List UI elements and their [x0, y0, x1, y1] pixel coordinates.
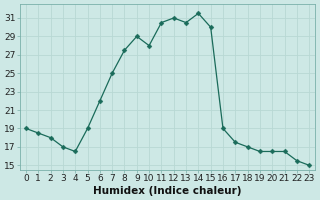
X-axis label: Humidex (Indice chaleur): Humidex (Indice chaleur)	[93, 186, 242, 196]
